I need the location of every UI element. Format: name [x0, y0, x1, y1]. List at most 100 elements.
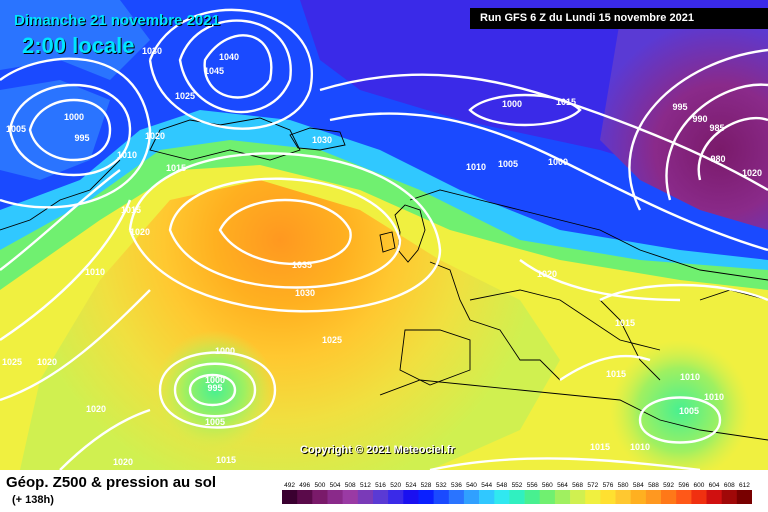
isobar-label: 1020 — [145, 131, 165, 141]
isobar-label: 1015 — [166, 163, 186, 173]
legend-swatch — [661, 490, 677, 504]
legend-swatch — [463, 490, 480, 504]
coastlines — [0, 117, 768, 441]
isobar-label: 1025 — [2, 357, 22, 367]
legend-value: 600 — [693, 482, 704, 489]
isobar-label: 980 — [710, 154, 725, 164]
legend-value: 536 — [451, 482, 462, 489]
legend-value: 492 — [284, 482, 295, 489]
isobar-label: 1015 — [556, 97, 576, 107]
field-azores-high — [20, 180, 560, 470]
isobar-label: 1010 — [630, 442, 650, 452]
legend-swatch — [706, 490, 722, 504]
isobar-label: 1015 — [216, 455, 236, 465]
isobar-label: 1000 — [215, 346, 235, 356]
legend-swatch — [676, 490, 692, 504]
field-greenland-low — [0, 80, 110, 180]
legend-value: 504 — [330, 482, 341, 489]
isobar-label: 1010 — [466, 162, 486, 172]
legend-value: 524 — [405, 482, 416, 489]
legend-swatch — [327, 490, 343, 504]
legend-swatch — [691, 490, 707, 504]
isobar-label: 1020 — [130, 227, 150, 237]
field-mediterranean-low — [610, 340, 750, 470]
isobar-label: 1010 — [117, 150, 137, 160]
legend-swatch — [630, 490, 647, 504]
field-atlantic-low — [155, 330, 275, 450]
legend-value: 568 — [572, 482, 583, 489]
isobar-label: 1005 — [498, 159, 518, 169]
legend-swatch — [448, 490, 465, 504]
legend-swatch — [403, 490, 419, 504]
isobar-label: 1035 — [292, 260, 312, 270]
isobar-label: 1015 — [615, 318, 635, 328]
copyright-notice: Copyright © 2021 Meteociel.fr — [300, 444, 455, 456]
parameter-title: Géop. Z500 & pression au sol — [6, 474, 217, 491]
legend-value: 564 — [557, 482, 568, 489]
forecast-time: 2:00 locale — [22, 33, 135, 58]
legend-swatch — [357, 490, 374, 504]
isobar-label: 1020 — [742, 168, 762, 178]
legend-swatch — [554, 490, 571, 504]
isobar-label: 1030 — [295, 288, 315, 298]
isobar-label: 1000 — [548, 157, 568, 167]
isobar-label: 995 — [74, 133, 89, 143]
isobar-label: 1030 — [312, 135, 332, 145]
legend-swatch — [433, 490, 450, 504]
legend-swatch — [312, 490, 328, 504]
lead-time: (+ 138h) — [12, 494, 54, 506]
isobar-label: 1005 — [679, 406, 699, 416]
legend-value: 604 — [709, 482, 720, 489]
isobar-label: 1020 — [86, 404, 106, 414]
legend-swatch — [524, 490, 541, 504]
isobar-label: 1015 — [590, 442, 610, 452]
legend-value: 500 — [314, 482, 325, 489]
legend-value: 552 — [512, 482, 523, 489]
legend-swatch — [282, 490, 298, 504]
legend-value: 516 — [375, 482, 386, 489]
isobar-label: 1010 — [680, 372, 700, 382]
isobar-label: 1020 — [37, 357, 57, 367]
isobar-label: 995 — [207, 383, 222, 393]
isobar-label: 995 — [672, 102, 687, 112]
isobar-label: 1005 — [205, 417, 225, 427]
legend-value: 540 — [466, 482, 477, 489]
model-run-label: Run GFS 6 Z du Lundi 15 novembre 2021 — [470, 8, 768, 29]
legend-value: 612 — [739, 482, 750, 489]
legend-value: 588 — [648, 482, 659, 489]
legend-value: 496 — [299, 482, 310, 489]
legend-swatch — [539, 490, 556, 504]
isobar-label: 1025 — [175, 91, 195, 101]
legend-value: 556 — [527, 482, 538, 489]
legend-value: 608 — [724, 482, 735, 489]
isobar-label: 1005 — [6, 124, 26, 134]
legend-value: 580 — [618, 482, 629, 489]
legend-value: 576 — [603, 482, 614, 489]
legend-value: 520 — [390, 482, 401, 489]
legend-swatch — [736, 490, 752, 504]
legend-value: 592 — [663, 482, 674, 489]
field-north — [0, 0, 768, 200]
isobar-label: 1030 — [142, 46, 162, 56]
legend-swatch — [342, 490, 359, 504]
isobar-label: 1015 — [121, 205, 141, 215]
legend-swatch — [509, 490, 525, 504]
legend-swatch — [297, 490, 313, 504]
legend-swatch — [388, 490, 404, 504]
field-northwest — [0, 0, 150, 80]
legend-swatch — [721, 490, 738, 504]
isobar-label: 1025 — [322, 335, 342, 345]
isobar-label: 1015 — [606, 369, 626, 379]
legend-value: 596 — [678, 482, 689, 489]
legend-swatch — [645, 490, 662, 504]
legend-swatch — [373, 490, 389, 504]
isobar-label: 1040 — [219, 52, 239, 62]
forecast-date: Dimanche 21 novembre 2021 — [14, 12, 220, 29]
legend-swatch — [570, 490, 586, 504]
isobar-label: 1000 — [64, 112, 84, 122]
legend-value: 584 — [633, 482, 644, 489]
isobar-label: 1000 — [205, 375, 225, 385]
isobar-label: 1000 — [502, 99, 522, 109]
